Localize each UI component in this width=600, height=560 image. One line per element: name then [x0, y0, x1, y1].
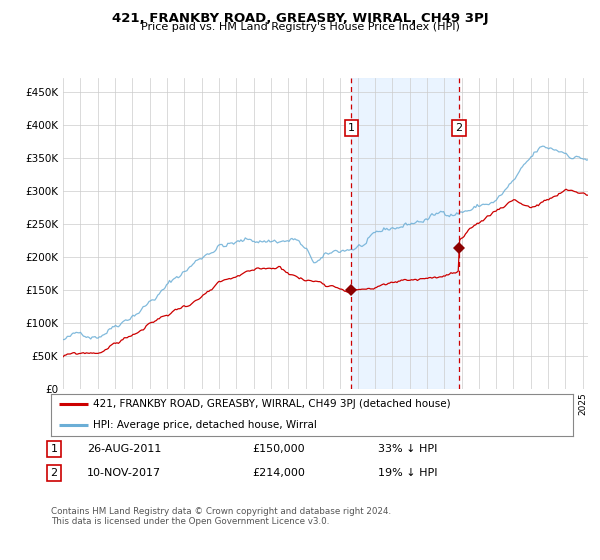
Text: Price paid vs. HM Land Registry's House Price Index (HPI): Price paid vs. HM Land Registry's House …	[140, 22, 460, 32]
Text: 2: 2	[455, 123, 463, 133]
Text: 26-AUG-2011: 26-AUG-2011	[87, 444, 161, 454]
Text: HPI: Average price, detached house, Wirral: HPI: Average price, detached house, Wirr…	[93, 420, 317, 430]
Text: 19% ↓ HPI: 19% ↓ HPI	[378, 468, 437, 478]
Text: 421, FRANKBY ROAD, GREASBY, WIRRAL, CH49 3PJ: 421, FRANKBY ROAD, GREASBY, WIRRAL, CH49…	[112, 12, 488, 25]
Text: 33% ↓ HPI: 33% ↓ HPI	[378, 444, 437, 454]
Text: 2: 2	[50, 468, 58, 478]
Text: 1: 1	[348, 123, 355, 133]
Text: £150,000: £150,000	[252, 444, 305, 454]
Text: 10-NOV-2017: 10-NOV-2017	[87, 468, 161, 478]
Text: 421, FRANKBY ROAD, GREASBY, WIRRAL, CH49 3PJ (detached house): 421, FRANKBY ROAD, GREASBY, WIRRAL, CH49…	[93, 399, 451, 409]
Bar	[352, 78, 459, 389]
Text: £214,000: £214,000	[252, 468, 305, 478]
Text: 1: 1	[50, 444, 58, 454]
Text: Contains HM Land Registry data © Crown copyright and database right 2024.
This d: Contains HM Land Registry data © Crown c…	[51, 507, 391, 526]
